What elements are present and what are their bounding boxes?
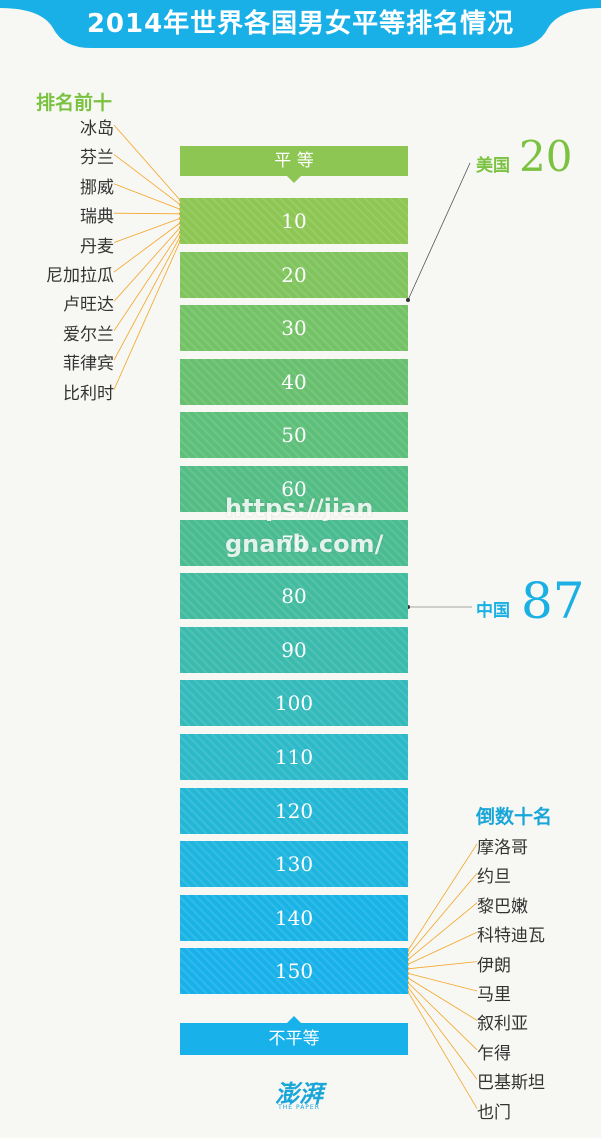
top-leader-line bbox=[113, 236, 181, 361]
usa-rank: 20 bbox=[519, 132, 573, 181]
bottom-leader-line bbox=[407, 977, 478, 1021]
top-leader-line bbox=[113, 154, 181, 205]
rank-bar-10: 10 bbox=[180, 198, 408, 244]
china-rank: 87 bbox=[521, 572, 585, 630]
top-country-9: 菲律宾 bbox=[63, 354, 114, 375]
bottom-leader-line bbox=[407, 873, 478, 956]
top-leader-line bbox=[113, 222, 181, 273]
top-country-3: 挪威 bbox=[80, 177, 114, 198]
rank-bar-140: 140 bbox=[180, 894, 408, 941]
rank-bar-50: 50 bbox=[180, 412, 408, 459]
top-leader-line bbox=[113, 218, 181, 243]
bottom-leader-line bbox=[407, 843, 478, 951]
logo-subtitle: THE PAPER bbox=[278, 1104, 320, 1111]
top-country-1: 冰岛 bbox=[80, 119, 114, 139]
unequal-label: 不平等 bbox=[180, 1023, 408, 1055]
bottom-country-6: 马里 bbox=[477, 985, 511, 1005]
unequal-pointer bbox=[286, 1016, 302, 1024]
top-country-6: 尼加拉瓜 bbox=[46, 266, 114, 286]
rank-bar-100: 100 bbox=[180, 680, 408, 727]
bottom-leader-line bbox=[407, 973, 478, 992]
rank-bar-120: 120 bbox=[180, 787, 408, 834]
bottom-leader-line bbox=[407, 931, 478, 965]
bottom-ten-title: 倒数十名 bbox=[476, 806, 553, 828]
top-leader-line bbox=[113, 241, 181, 390]
bottom-country-7: 叙利亚 bbox=[477, 1014, 528, 1035]
rank-bar-30: 30 bbox=[180, 305, 408, 352]
rank-bar-110: 110 bbox=[180, 734, 408, 780]
bottom-leader-line bbox=[407, 902, 478, 960]
equal-pointer bbox=[286, 175, 302, 183]
top-ten-title: 排名前十 bbox=[36, 92, 113, 114]
bottom-country-10: 也门 bbox=[477, 1102, 511, 1123]
rank-bar-60: 60 bbox=[180, 466, 408, 512]
rank-bar-130: 130 bbox=[180, 841, 408, 888]
top-leader-line bbox=[113, 227, 181, 302]
bottom-country-1: 摩洛哥 bbox=[477, 838, 528, 858]
usa-callout-line bbox=[407, 162, 471, 301]
rank-bar-150: 150 bbox=[180, 948, 408, 995]
bottom-country-3: 黎巴嫩 bbox=[477, 896, 528, 917]
top-country-4: 瑞典 bbox=[80, 207, 114, 228]
bottom-leader-line bbox=[407, 961, 478, 970]
top-country-2: 芬兰 bbox=[80, 148, 114, 169]
top-country-8: 爱尔兰 bbox=[63, 324, 114, 345]
bottom-leader-line bbox=[407, 991, 478, 1109]
page-title: 2014年世界各国男女平等排名情况 bbox=[86, 9, 515, 39]
usa-name: 美国 bbox=[476, 156, 510, 176]
rank-bar-70: 70 bbox=[180, 519, 408, 566]
top-leader-line bbox=[113, 183, 181, 210]
bottom-country-8: 乍得 bbox=[477, 1043, 511, 1064]
top-country-10: 比利时 bbox=[63, 383, 114, 404]
logo-mark: 澎湃 bbox=[275, 1079, 323, 1108]
bottom-country-4: 科特迪瓦 bbox=[477, 926, 545, 947]
china-name: 中国 bbox=[476, 601, 510, 621]
rank-bar-90: 90 bbox=[180, 626, 408, 673]
bottom-country-9: 巴基斯坦 bbox=[477, 1073, 545, 1094]
top-leader-line bbox=[113, 124, 181, 201]
rank-bar-80: 80 bbox=[180, 573, 408, 620]
top-country-7: 卢旺达 bbox=[63, 295, 114, 316]
top-leader-line bbox=[113, 231, 181, 332]
the-paper-logo: 澎湃 THE PAPER bbox=[264, 1074, 334, 1114]
bottom-country-5: 伊朗 bbox=[477, 955, 511, 976]
top-leader-line bbox=[113, 212, 181, 215]
bottom-country-2: 约旦 bbox=[477, 867, 511, 888]
bottom-leader-line bbox=[407, 982, 478, 1051]
usa-callout-dot bbox=[406, 298, 410, 302]
rank-bar-40: 40 bbox=[180, 358, 408, 405]
equal-label: 平 等 bbox=[180, 146, 408, 176]
title-banner bbox=[0, 0, 601, 48]
top-country-5: 丹麦 bbox=[80, 236, 114, 257]
rank-bar-20: 20 bbox=[180, 251, 408, 298]
watermark: https://jiangnanb.com/ bbox=[225, 494, 384, 558]
bottom-leader-line bbox=[407, 986, 478, 1080]
